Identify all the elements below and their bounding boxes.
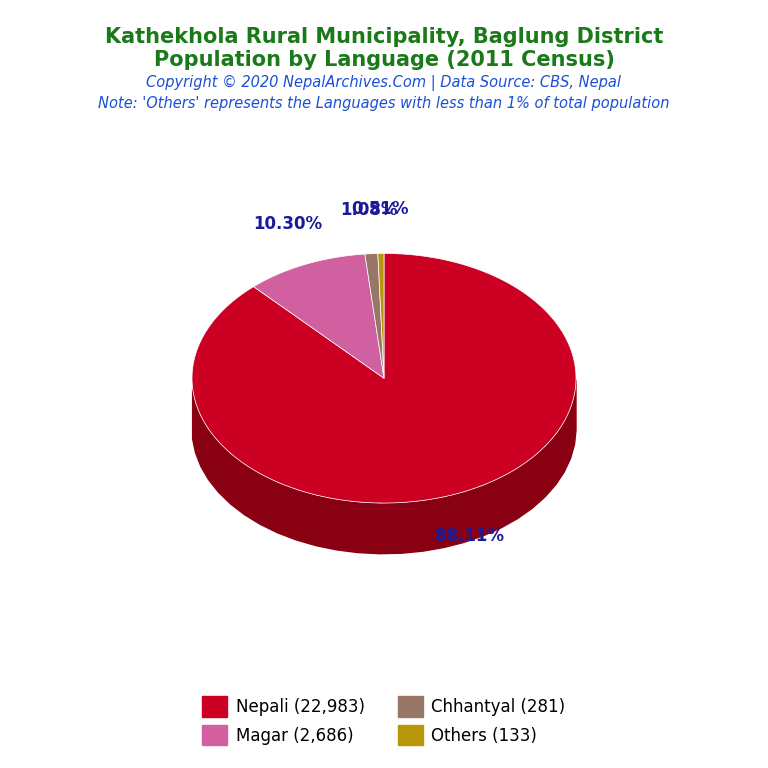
Text: Note: 'Others' represents the Languages with less than 1% of total population: Note: 'Others' represents the Languages … xyxy=(98,96,670,111)
Text: 88.11%: 88.11% xyxy=(435,527,504,545)
Text: 1.08%: 1.08% xyxy=(339,200,397,219)
Polygon shape xyxy=(365,253,384,379)
Text: Population by Language (2011 Census): Population by Language (2011 Census) xyxy=(154,50,614,70)
Text: 0.51%: 0.51% xyxy=(352,200,409,218)
Polygon shape xyxy=(378,253,384,379)
Text: Copyright © 2020 NepalArchives.Com | Data Source: CBS, Nepal: Copyright © 2020 NepalArchives.Com | Dat… xyxy=(147,74,621,91)
Text: 10.30%: 10.30% xyxy=(253,215,323,233)
Text: Kathekhola Rural Municipality, Baglung District: Kathekhola Rural Municipality, Baglung D… xyxy=(104,27,664,47)
Polygon shape xyxy=(253,254,384,379)
Polygon shape xyxy=(193,379,576,554)
Polygon shape xyxy=(192,253,576,503)
Legend: Nepali (22,983), Magar (2,686), Chhantyal (281), Others (133): Nepali (22,983), Magar (2,686), Chhantya… xyxy=(196,690,572,752)
